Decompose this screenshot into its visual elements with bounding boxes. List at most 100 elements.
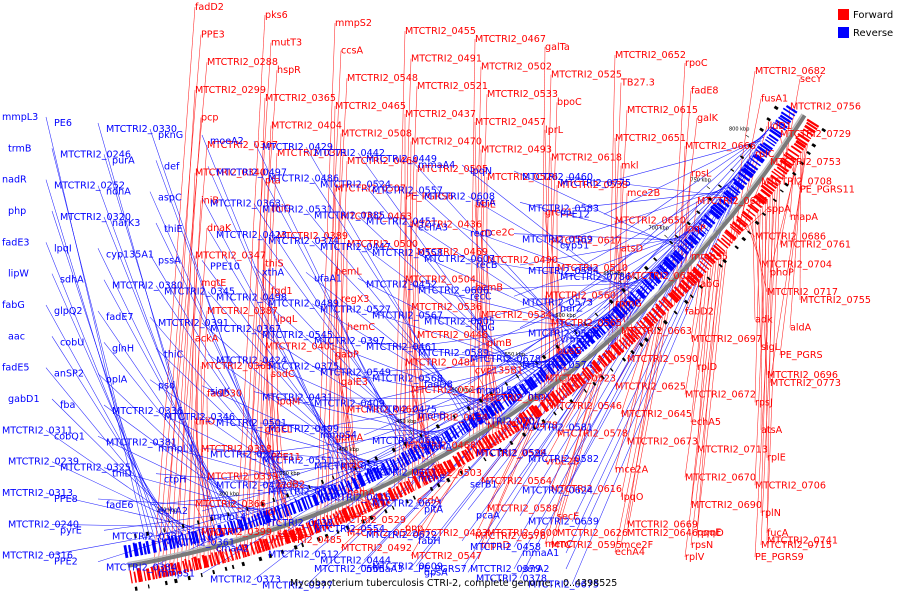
rna-feature: [759, 128, 764, 133]
forward-gene-label: MTCTRI2_0548: [347, 73, 418, 84]
forward-gene-label: MTCTRI2_0288: [207, 57, 278, 68]
reverse-gene-label: narK3: [112, 218, 140, 229]
rna-feature: [610, 368, 614, 372]
reverse-gene-label: glnH: [112, 343, 134, 354]
forward-gene-label: lprL: [545, 125, 564, 136]
forward-gene-label: MTCTRI2_0645: [621, 409, 692, 420]
forward-gene-label: galTa: [545, 42, 570, 53]
forward-gene-label: MTCTRI2_0525: [551, 70, 622, 81]
rna-feature: [806, 151, 811, 155]
forward-gene-label: MTCTRI2_0756: [790, 102, 861, 113]
reverse-gene-label: MTCTRI2_0639: [528, 517, 599, 528]
reverse-gene-label: purA: [112, 155, 135, 166]
rna-feature: [258, 557, 262, 562]
reverse-gene-label: recB: [476, 260, 498, 271]
rna-feature: [747, 231, 751, 235]
forward-gene-label: MTCTRI2_0715: [761, 540, 832, 551]
forward-gene-label: sppA: [767, 204, 791, 215]
reverse-gene-label: fadE3: [2, 237, 30, 248]
forward-gene-label: PE_PGRS11: [800, 185, 855, 196]
forward-gene-label: rpsN: [691, 540, 713, 551]
forward-gene-label: galK: [697, 113, 719, 124]
forward-gene-label: MTCTRI2_0490: [487, 255, 558, 266]
reverse-gene-label: htpX: [528, 391, 551, 402]
forward-gene-label: mmpS5: [691, 251, 728, 262]
reverse-gene-label: pknG: [158, 130, 183, 141]
forward-gene-label: echA5: [691, 417, 721, 428]
reverse-gene-label: sigK: [210, 387, 231, 398]
forward-gene-label: MTCTRI2_0652: [615, 50, 686, 61]
reverse-gene-label: lpqI: [54, 243, 72, 254]
reverse-gene-label: anSP2: [54, 369, 84, 380]
forward-gene-label: icl: [265, 507, 276, 518]
reverse-gene-label: PPE2: [54, 557, 78, 568]
forward-gene-label: adk: [755, 315, 773, 326]
rna-feature: [225, 567, 228, 571]
rna-feature: [735, 245, 739, 249]
reverse-gene-label: MTCTRI2_0786: [560, 272, 631, 283]
reverse-gene-label: PPE10: [210, 261, 240, 272]
legend-reverse-label: Reverse: [853, 28, 893, 39]
scale-tick-label: 350 kbp: [279, 471, 299, 477]
forward-gene-label: MTCTRI2_0533: [487, 89, 558, 100]
reverse-gene-label: fabG: [2, 300, 25, 311]
forward-gene-label: bpoC: [557, 97, 582, 108]
scale-tick-label: 300 kbp: [219, 491, 239, 497]
forward-feature: [250, 542, 255, 555]
forward-gene-label: galE3: [341, 377, 368, 388]
forward-gene-label: rpsJ: [755, 397, 773, 408]
forward-gene-label-leader: [743, 209, 768, 231]
forward-gene-label: rpmG: [615, 299, 642, 310]
reverse-gene-label: cyp135A1: [106, 249, 154, 260]
forward-gene-label: fabD2: [685, 307, 714, 318]
forward-gene-label: pcp: [201, 113, 218, 124]
reverse-gene-label: aac: [8, 331, 25, 342]
scale-tick-label: 400 kbp: [339, 447, 359, 453]
scale-tick-label: 800 kbp: [729, 126, 749, 132]
forward-gene-label: MTCTRI2_0615: [627, 105, 698, 116]
reverse-gene-label: fadE5: [2, 363, 30, 374]
forward-gene-label: MTCTRI2_0404: [271, 121, 342, 132]
gene-labels: fadD2PPE3MTCTRI2_0288MTCTRI2_0299pcpMTCT…: [2, 2, 871, 592]
forward-gene-label: sigL: [761, 342, 781, 353]
forward-gene-label: regX3: [341, 294, 369, 305]
forward-gene-label: rplE: [767, 453, 786, 464]
forward-gene-label: MTCTRI2_0590: [627, 354, 698, 365]
forward-gene-label: MTCTRI2_0481: [405, 357, 476, 368]
forward-gene-label: MTCTRI2_0437: [405, 109, 476, 120]
forward-gene-label: MTCTRI2_0565: [551, 318, 622, 329]
rna-feature: [542, 355, 547, 360]
rna-feature: [436, 424, 440, 429]
forward-gene-label: ackA: [195, 333, 219, 344]
reverse-feature: [138, 542, 143, 556]
reverse-gene-label: nadR: [2, 175, 27, 186]
reverse-gene-label: fabH: [418, 536, 441, 547]
rna-feature: [241, 562, 245, 567]
reverse-gene-label: thiC: [164, 349, 184, 360]
reverse-gene-label: mmpS1: [158, 569, 195, 580]
legend-forward-label: Forward: [853, 10, 893, 21]
legend-forward-swatch: [838, 9, 849, 20]
forward-gene-label: MTCTRI2_0299: [195, 85, 266, 96]
forward-gene-label: MTCTRI2_0672: [685, 389, 756, 400]
forward-gene-label: fucA: [767, 528, 789, 539]
map-caption: Mycobacterium tuberculosis CTRI-2, compl…: [290, 578, 617, 589]
reverse-gene-label: echA3: [418, 223, 448, 234]
reverse-gene-label: PPE12: [560, 209, 590, 220]
rna-feature: [272, 498, 275, 502]
reverse-gene-label: ndhA: [106, 187, 131, 198]
scale-tick-label: 450 kbp: [396, 419, 416, 425]
reverse-gene-label: ndrZ: [560, 303, 583, 314]
forward-gene-label: MTCTRI2_0467: [475, 34, 546, 45]
reverse-gene-label: trmB: [8, 143, 31, 154]
reverse-gene-label: MTCTRI2_0624: [522, 485, 593, 496]
forward-gene-label: mkl: [621, 161, 639, 172]
reverse-gene-label: mmpS4: [320, 430, 357, 441]
forward-gene-label: mce2B: [627, 188, 660, 199]
forward-gene-label: rplV: [685, 552, 705, 563]
reverse-gene-label: thiE: [164, 224, 183, 235]
forward-gene-label: MTCTRI2_0613: [627, 271, 698, 282]
rna-feature: [232, 565, 235, 569]
reverse-gene-label: cobQ1: [54, 431, 85, 442]
